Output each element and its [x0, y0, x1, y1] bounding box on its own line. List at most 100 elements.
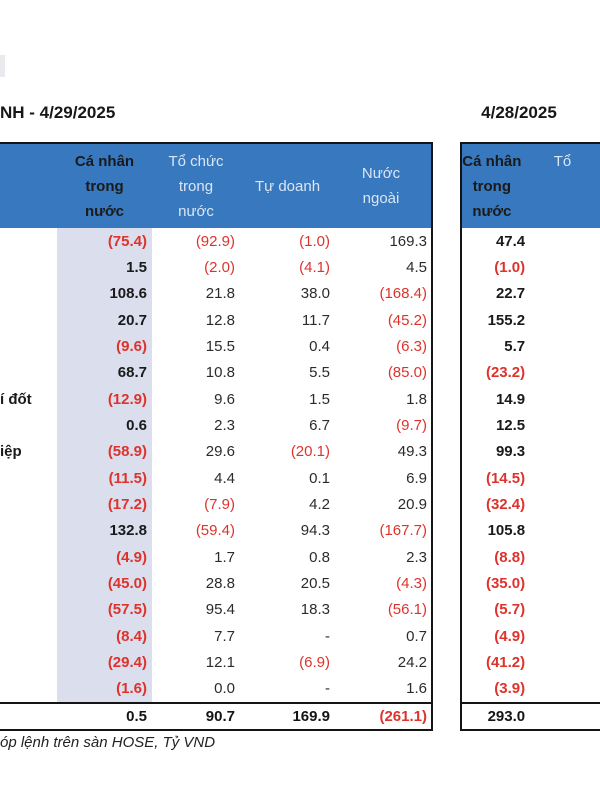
table-row: (1.0): [462, 254, 600, 280]
value-cell: 1.5: [57, 254, 152, 281]
row-label-fragment: iệp: [0, 443, 22, 461]
table-row: (45.0) 28.8 20.5 (4.3): [0, 570, 431, 597]
value-cell: 24.2: [397, 653, 427, 671]
row-label-fragment: [0, 649, 57, 675]
table-row: (14.5): [462, 465, 600, 491]
value-cell: 4.5: [406, 258, 427, 276]
table-row: 1.5 (2.0) (4.1) 4.5: [0, 254, 431, 281]
value-cell: 95.4: [205, 601, 235, 619]
table-row: 20.7 12.8 11.7 (45.2): [0, 306, 431, 334]
table-row: (57.5) 95.4 18.3 (56.1): [0, 596, 431, 623]
left-table-header: Cá nhân trong nước Tổ chức trong nước Tự…: [0, 144, 431, 228]
trading-table-right: Cá nhân trong nước Tổ 47.4 (1.0) 22.7 155.2…: [460, 142, 600, 731]
value-cell-cropped: [531, 491, 600, 517]
col-header-ca-nhan-trong-nuoc: Cá nhân trong nước: [462, 152, 522, 220]
total-cell: 0.5: [126, 708, 147, 725]
value-cell: (6.3): [396, 337, 427, 355]
value-cell: 20.5: [300, 574, 330, 592]
left-table-title: NH - 4/29/2025: [0, 103, 116, 122]
value-cell: (4.3): [396, 574, 427, 592]
value-cell: 2.3: [406, 548, 427, 566]
table-row: 155.2: [462, 307, 600, 333]
value-cell: 68.7: [57, 359, 152, 386]
cropped-edge-fragment: [0, 55, 5, 77]
value-cell: (9.6): [57, 333, 152, 360]
value-cell: (75.4): [57, 228, 152, 255]
value-cell: 6.7: [309, 416, 330, 434]
value-cell: (17.2): [57, 491, 152, 518]
value-cell-cropped: [531, 360, 600, 386]
value-cell: 1.5: [309, 390, 330, 408]
value-cell: (35.0): [485, 574, 526, 592]
value-cell-cropped: [531, 649, 600, 675]
value-cell: 4.4: [214, 469, 235, 487]
table-row: (29.4) 12.1 (6.9) 24.2: [0, 649, 431, 676]
table-row: (23.2): [462, 360, 600, 386]
value-cell: (1.6): [57, 675, 152, 702]
table-row: 22.7: [462, 281, 600, 307]
value-cell: 155.2: [487, 311, 526, 329]
row-label-fragment: [0, 518, 57, 544]
value-cell: (56.1): [387, 601, 427, 619]
value-cell: 1.8: [406, 390, 427, 408]
row-label-fragment: [0, 676, 57, 702]
table-row: í đốt (12.9) 9.6 1.5 1.8: [0, 385, 431, 413]
value-cell: 99.3: [495, 443, 526, 461]
row-label-fragment: [0, 570, 57, 596]
table-row: (17.2) (7.9) 4.2 20.9: [0, 491, 431, 518]
value-cell: 4.2: [309, 495, 330, 513]
row-label-fragment: [0, 544, 57, 570]
table-row: 12.5: [462, 412, 600, 438]
value-cell: 94.3: [300, 522, 330, 540]
table-row: (4.9) 1.7 0.8 2.3: [0, 543, 431, 571]
value-cell: 38.0: [300, 285, 330, 303]
value-cell: 0.6: [57, 412, 152, 439]
value-cell: -: [325, 627, 330, 645]
value-cell: -: [325, 680, 330, 698]
value-cell: (8.4): [57, 622, 152, 650]
table-row: 108.6 21.8 38.0 (168.4): [0, 280, 431, 307]
table-row: 132.8 (59.4) 94.3 (167.7): [0, 517, 431, 544]
col-header-ca-nhan-trong-nuoc: Cá nhân trong nước: [74, 152, 135, 220]
value-cell: (3.9): [494, 680, 526, 698]
row-label-fragment: [0, 307, 57, 333]
col-header-to-chuc-cropped: Tổ: [553, 153, 572, 170]
value-cell-cropped: [531, 597, 600, 623]
value-cell: (14.5): [485, 469, 526, 487]
value-cell-cropped: [531, 465, 600, 491]
value-cell: (4.9): [57, 543, 152, 571]
value-cell: 9.6: [214, 390, 235, 408]
value-cell: 1.6: [406, 680, 427, 698]
value-cell: (4.9): [494, 627, 526, 645]
row-label-fragment: [0, 254, 57, 280]
value-cell: (4.1): [299, 258, 330, 276]
table-row: (32.4): [462, 491, 600, 517]
table-row: (1.6) 0.0 - 1.6: [0, 675, 431, 702]
value-cell: 22.7: [495, 285, 526, 303]
table-row: iệp (58.9) 29.6 (20.1) 49.3: [0, 438, 431, 465]
value-cell: 7.7: [214, 627, 235, 645]
total-cell: (261.1): [379, 708, 427, 725]
right-table-title: 4/28/2025: [481, 103, 557, 122]
value-cell-cropped: [531, 544, 600, 570]
left-table-total-row: 0.5 90.7 169.9 (261.1): [0, 702, 431, 731]
value-cell: (45.0): [57, 570, 152, 597]
value-cell: (5.7): [494, 601, 526, 619]
value-cell: 49.3: [397, 443, 427, 461]
value-cell: 6.9: [406, 469, 427, 487]
row-label-fragment: [0, 597, 57, 623]
value-cell-cropped: [531, 254, 600, 280]
row-label-fragment: [0, 360, 57, 386]
table-row: 14.9: [462, 386, 600, 412]
value-cell: 20.9: [397, 495, 427, 513]
value-cell: 47.4: [495, 232, 526, 250]
table-row: (8.4) 7.7 - 0.7: [0, 622, 431, 650]
value-cell: (41.2): [485, 653, 526, 671]
value-cell-cropped: [531, 333, 600, 359]
value-cell: 0.1: [309, 469, 330, 487]
row-label-fragment: [0, 491, 57, 517]
value-cell: (167.7): [379, 522, 427, 540]
table-row: (9.6) 15.5 0.4 (6.3): [0, 333, 431, 360]
value-cell: (20.1): [290, 443, 330, 461]
value-cell-cropped: [531, 676, 600, 702]
